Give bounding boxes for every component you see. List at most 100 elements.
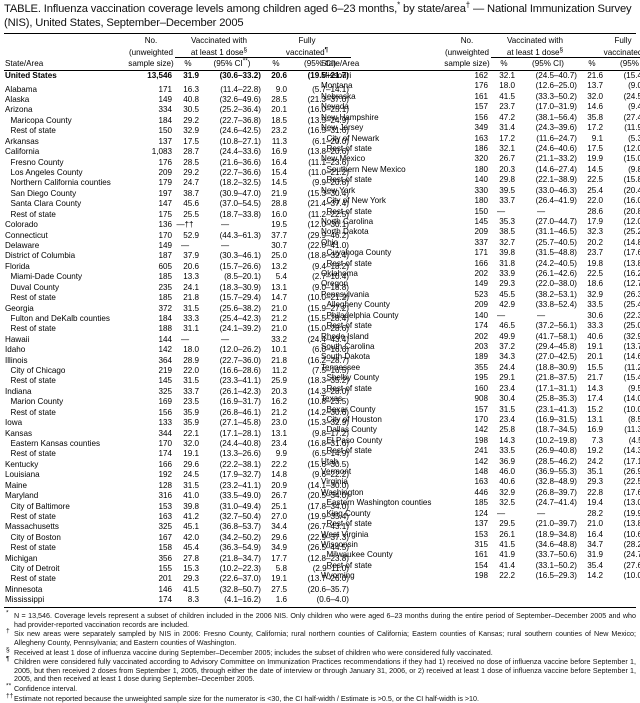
cell-ci-fully: (7.5–16.5) [312,366,349,376]
cell-ci-fully: (15.0–25.9) [623,154,640,164]
cell-pct-dose1: 23.5 [183,397,199,407]
cell-ci-fully: (13.7–26.0) [307,574,349,584]
cell-ci-fully: (14.6–27.1) [623,352,640,362]
cell-ci-dose1: (33.0–46.3) [535,185,577,195]
cell-pct-fully: 25.9 [271,376,287,386]
cell-pct-dose1: 24.1 [183,282,199,292]
cell-ci-dose1: (17.1–28.1) [219,428,261,438]
header-ci-dose1-text-r: (95% CI [532,58,562,68]
cell-ci-fully: (22.5–37.2) [623,477,640,487]
table-row: Louisiana 192 24.5 (17.9–32.7) 14.8 (9.6–22.2… [4,470,351,480]
cell-state-area: Southern New Mexico [326,164,406,174]
cell-ci-dose1: (38.1–56.4) [535,112,577,122]
cell-state-area: El Paso County [326,435,383,445]
cell-pct-dose1: 19.1 [183,449,199,459]
cell-sample-size: 171 [474,248,488,258]
header-group-fully-text: vaccinated [285,47,325,57]
cell-ci-fully: (19.9–38.2) [623,508,640,518]
cell-pct-dose1: 33.3 [183,313,199,323]
table-row: Alabama 171 16.3 (11.4–22.8) 9.0 (5.7–14.1) [4,84,351,94]
cell-ci-dose1: (36.8–53.7) [219,522,261,532]
cell-pct-dose1: 14.3 [499,435,515,445]
cell-state-area: South Carolina [321,342,375,351]
table-row: Oklahoma 202 33.9 (26.1–42.6) 22.5 (16.2–30.2… [320,269,640,279]
cell-pct-fully: 29.6 [271,532,287,542]
cell-ci-dose1: (22.2–38.1) [219,459,261,469]
cell-pct-dose1: 29.2 [183,168,199,178]
cell-pct-dose1: 30.5 [183,105,199,115]
cell-pct-dose1: 29.2 [183,115,199,125]
table-row: Bexar County 157 31.5 (23.1–41.3) 15.2 (10.0–… [320,404,640,414]
cell-pct-fully: 17.5 [587,143,603,153]
table-row: Delaware 149 — — 30.7 (22.0–41.0) [4,241,351,251]
table-row: Rest of state 185 21.8 (15.7–29.4) 14.7 (10.0… [4,293,351,303]
cell-ci-fully: (15.3–32.9) [307,418,349,428]
cell-sample-size: 142 [474,425,488,435]
table-row: Rest of state 163 41.2 (32.7–50.4) 27.0 (19.9… [4,512,351,522]
table-row: South Carolina 203 37.2 (29.4–45.8) 19.1 (13.… [320,342,640,352]
cell-sample-size: 330 [474,185,488,195]
cell-ci-fully: (4.5–11.7) [628,435,640,445]
cell-ci-dose1: (12.0–26.2) [219,345,261,355]
cell-state-area: Rest of state [10,293,56,303]
cell-pct-fully: 23.7 [587,248,603,258]
cell-ci-dose1: (27.0–44.7) [535,216,577,226]
cell-state-area: Allegheny County [326,300,390,310]
cell-sample-size: 148 [474,467,488,477]
cell-pct-dose1: 32.7 [499,237,515,247]
header-row-mid: (unweighted at least 1 dose§ vaccinated¶ [4,45,351,58]
cell-sample-size: 153 [474,529,488,539]
cell-pct-dose1: 45.6 [183,199,199,209]
table-row: New Jersey 349 31.4 (24.3–39.6) 17.2 (11.9–24… [320,123,640,133]
cell-pct-dose1: 41.9 [499,550,515,560]
cell-sample-size: 334 [158,105,172,115]
cell-state-area: City of Chicago [10,366,66,376]
cell-pct-fully: 15.4 [271,168,287,178]
cell-pct-fully: 33.2 [271,334,287,344]
cell-ci-dose1: (16.9–31.5) [535,414,577,424]
cell-sample-size: 325 [158,522,172,532]
cell-state-area: United States [5,71,57,81]
cell-sample-size: 185 [158,272,172,282]
cell-pct-fully: 20.9 [271,480,287,490]
cell-sample-size: 161 [474,550,488,560]
cell-pct-fully: 23.0 [271,418,287,428]
cell-ci-fully: (16.2–28.7) [307,355,349,365]
cell-ci-dose1: (22.7–36.0) [219,355,261,365]
table-row: Kansas 344 22.1 (17.1–28.1) 13.1 (9.8–17.2) [4,428,351,438]
cell-sample-size: 209 [158,168,172,178]
cell-ci-dose1: — [536,206,546,216]
cell-pct-dose1: —†† [176,220,194,230]
cell-sample-size: 162 [474,71,488,81]
header-n-line2: (unweighted [128,48,174,58]
cell-pct-fully: 13.1 [271,282,287,292]
cell-ci-dose1: (15.7–29.4) [219,293,261,303]
cell-state-area: Hawaii [5,334,30,344]
cell-pct-dose1: 29.1 [499,373,515,383]
cell-sample-size: 147 [158,199,172,209]
cell-ci-dose1: (30.6–33.2) [219,71,261,81]
cell-pct-dose1: 29.3 [183,574,199,584]
footnotes-block: * N = 13,546. Coverage levels represent a… [4,610,636,703]
cell-pct-fully: 28.2 [587,508,603,518]
header-group-dose1-line1-r: Vaccinated with [506,36,564,46]
table-row: California 1,083 28.7 (24.4–33.6) 16.9 (13.8–… [4,147,351,157]
cell-sample-size: 158 [158,543,172,553]
cell-pct-dose1: 32.0 [183,438,199,448]
cell-ci-dose1: (16.5–29.3) [535,571,577,581]
table-row: Rest of state 150 — — 28.6 (20.8–37.9) [320,206,640,216]
title-text-3: — National Immunization Survey (NIS), Un… [4,3,632,29]
cell-pct-fully: 16.0 [271,209,287,219]
table-row: Wyoming 198 22.2 (16.5–29.3) 14.2 (10.0–19.9) [320,571,640,581]
cell-pct-dose1: — [496,206,506,216]
cell-state-area: San Diego County [10,188,77,198]
data-table: No. Vaccinated with Fully (unweighted at… [4,33,640,605]
header-state-area: State/Area [5,58,44,68]
header-ci-dose1-close-r: ) [561,58,564,68]
cell-ci-dose1: (24.3–39.6) [535,123,577,133]
cell-state-area: Rest of state [10,543,56,553]
cell-ci-dose1: (32.8–48.9) [535,477,577,487]
cell-ci-fully: (5.7–14.1) [312,84,349,94]
cell-state-area: Minnesota [5,584,43,594]
cell-ci-dose1: (36.9–55.3) [535,467,577,477]
